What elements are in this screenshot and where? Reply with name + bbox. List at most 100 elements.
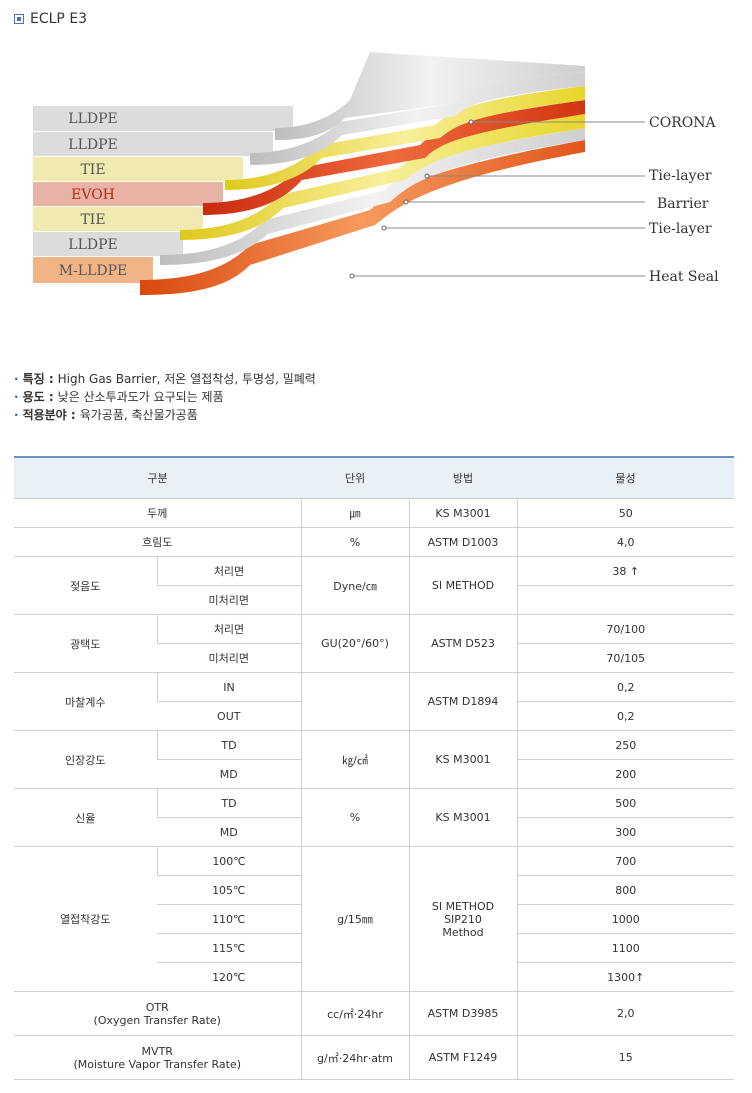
method-line: Method xyxy=(442,925,484,939)
row-method: SI METHOD SIP210 Method xyxy=(408,846,517,992)
left-label-3: TIE xyxy=(80,162,105,178)
row-label: 광택도 xyxy=(14,614,157,673)
row-sublabel: OUT xyxy=(157,701,301,731)
leader-dot-2 xyxy=(424,173,430,179)
row-value xyxy=(516,585,734,615)
row-sublabel: 미처리면 xyxy=(157,585,301,615)
right-label-corona: CORONA xyxy=(649,115,716,131)
feature-value: 육가공품, 축산물가공품 xyxy=(79,408,198,422)
layer-heat-seal xyxy=(140,140,585,295)
right-label-heat-seal: Heat Seal xyxy=(649,269,719,285)
header-category: 구분 xyxy=(14,456,301,499)
layer-barrier xyxy=(203,100,585,215)
layer-lldpe-mid xyxy=(250,72,585,165)
row-sublabel: 115℃ xyxy=(157,933,301,963)
wavy-layers xyxy=(140,52,585,295)
row-label: 젖음도 xyxy=(14,556,157,615)
row-unit: GU(20°/60°) xyxy=(300,614,409,673)
row-unit: % xyxy=(300,527,409,557)
table-row: 열접착강도 100℃ g/15㎜ SI METHOD SIP210 Method… xyxy=(14,846,734,992)
table-row: 광택도 처리면 GU(20°/60°) ASTM D523 70/100 xyxy=(14,614,734,673)
row-sublabel: TD xyxy=(156,730,301,760)
row-sublabel: MD xyxy=(157,759,301,789)
row-method: ASTM D1003 xyxy=(408,527,517,557)
feature-value: 낮은 산소투과도가 요구되는 제품 xyxy=(57,390,224,404)
layer-tie-upper xyxy=(225,86,585,190)
table-row: 젖음도 처리면 Dyne/㎝ SI METHOD 38 ↑ xyxy=(14,556,734,615)
row-value: 1000 xyxy=(516,904,734,934)
row-method: SI METHOD xyxy=(408,556,517,615)
left-label-6: LLDPE xyxy=(68,237,117,253)
row-value: 700 xyxy=(516,846,734,876)
feature-item: · 용도 : 낮은 산소투과도가 요구되는 제품 xyxy=(14,388,316,406)
row-sublabel: 미처리면 xyxy=(157,643,301,673)
leader-dot-3 xyxy=(403,199,409,205)
table-row: OUT 0,2 xyxy=(14,701,734,731)
row-label: 인장강도 xyxy=(14,730,157,789)
leader-dot-1 xyxy=(468,119,474,125)
row-sublabel: 110℃ xyxy=(157,904,301,934)
row-method: ASTM F1249 xyxy=(408,1035,517,1080)
layer-corona xyxy=(275,52,585,140)
row-value: 500 xyxy=(516,788,734,818)
row-label-line: (Oxygen Transfer Rate) xyxy=(93,1013,221,1027)
layer-band-lldpe-3 xyxy=(33,232,183,256)
table-row: MVTR (Moisture Vapor Transfer Rate) g/㎡·… xyxy=(14,1035,734,1080)
table-row: OTR (Oxygen Transfer Rate) cc/㎡·24hr AST… xyxy=(14,991,734,1036)
row-method: ASTM D3985 xyxy=(408,991,517,1036)
header-property: 물성 xyxy=(517,456,734,499)
row-value: 300 xyxy=(516,817,734,847)
feature-item: · 적용분야 : 육가공품, 축산물가공품 xyxy=(14,406,316,424)
right-label-tie-1: Tie-layer xyxy=(649,168,712,184)
layer-lldpe-lower xyxy=(160,128,585,265)
left-label-4: EVOH xyxy=(71,187,115,203)
row-sublabel: 처리면 xyxy=(156,614,301,644)
feature-list: · 특징 : High Gas Barrier, 저온 열접착성, 투명성, 밀… xyxy=(14,370,316,424)
spec-table: 구분 단위 방법 물성 두께 ㎛ KS M3001 50 흐림도 % ASTM … xyxy=(14,456,734,1080)
row-sublabel: 105℃ xyxy=(157,875,301,905)
row-label-line: (Moisture Vapor Transfer Rate) xyxy=(73,1057,241,1071)
method-line: SIP210 xyxy=(444,912,482,926)
right-label-barrier: Barrier xyxy=(657,196,709,212)
bullet-icon: · xyxy=(14,372,19,386)
table-row: 신율 TD % KS M3001 500 xyxy=(14,788,734,847)
row-sublabel: 100℃ xyxy=(156,846,301,876)
row-value: 1300↑ xyxy=(516,962,734,992)
page-title: ECLP E3 xyxy=(14,11,87,27)
layer-band-lldpe-1 xyxy=(33,106,293,131)
feature-key: 특징 : xyxy=(22,372,54,386)
row-unit: cc/㎡·24hr xyxy=(300,991,409,1036)
row-value: 4,0 xyxy=(516,527,734,557)
square-bullet-icon xyxy=(14,14,24,24)
row-label: 열접착강도 xyxy=(14,846,157,992)
feature-key: 용도 : xyxy=(22,390,54,404)
table-row: MD 300 xyxy=(14,817,734,847)
method-line: SI METHOD xyxy=(431,899,495,913)
row-method: ASTM D1894 xyxy=(408,672,517,731)
row-label: 흐림도 xyxy=(14,527,301,557)
table-row: 두께 ㎛ KS M3001 50 xyxy=(14,498,734,528)
row-sublabel: MD xyxy=(157,817,301,847)
layer-band-evoh xyxy=(33,182,223,206)
header-method: 방법 xyxy=(409,456,517,499)
left-label-7: M-LLDPE xyxy=(59,263,128,279)
feature-item: · 특징 : High Gas Barrier, 저온 열접착성, 투명성, 밀… xyxy=(14,370,316,388)
left-layer-labels: LLDPE LLDPE TIE EVOH TIE LLDPE M-LLDPE xyxy=(59,111,128,279)
header-unit: 단위 xyxy=(301,456,409,499)
layer-tie-lower xyxy=(180,114,585,240)
row-unit: ㎛ xyxy=(300,498,409,528)
table-row: 인장강도 TD ㎏/㎠ KS M3001 250 xyxy=(14,730,734,789)
page-title-text: ECLP E3 xyxy=(30,11,88,27)
row-value: 70/100 xyxy=(516,614,734,644)
table-row: 마찰계수 IN ASTM D1894 0,2 xyxy=(14,672,734,731)
feature-value: High Gas Barrier, 저온 열접착성, 투명성, 밀폐력 xyxy=(57,372,316,386)
row-label: OTR (Oxygen Transfer Rate) xyxy=(14,991,301,1036)
table-row: 미처리면 xyxy=(14,585,734,615)
row-label-line: OTR xyxy=(145,1000,169,1014)
right-callouts xyxy=(352,121,645,277)
row-label: 마찰계수 xyxy=(14,672,157,731)
table-row: MD 200 xyxy=(14,759,734,789)
row-sublabel: TD xyxy=(156,788,301,818)
left-layer-bands xyxy=(33,106,293,283)
right-label-tie-2: Tie-layer xyxy=(649,221,712,237)
